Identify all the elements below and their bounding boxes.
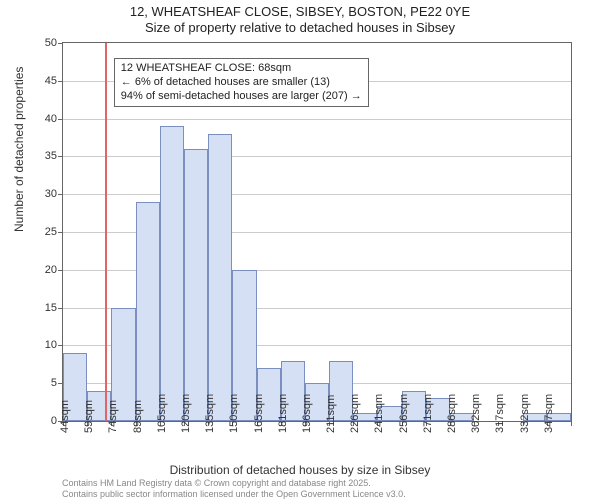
y-tick-label: 15: [45, 302, 57, 314]
y-tick-mark: [58, 345, 63, 346]
gridline-h: [63, 194, 571, 195]
y-tick-label: 50: [45, 37, 57, 49]
y-tick-mark: [58, 194, 63, 195]
y-tick-label: 0: [51, 415, 57, 427]
x-tick-label: 120sqm: [180, 394, 192, 433]
y-tick-mark: [58, 156, 63, 157]
footer-line-2: Contains public sector information licen…: [62, 489, 406, 499]
title-sub: Size of property relative to detached ho…: [0, 20, 600, 35]
gridline-h: [63, 119, 571, 120]
x-tick-label: 74sqm: [107, 400, 119, 433]
y-tick-label: 45: [45, 75, 57, 87]
y-tick-mark: [58, 270, 63, 271]
x-tick-label: 165sqm: [253, 394, 265, 433]
y-tick-label: 30: [45, 188, 57, 200]
histogram-bar: [136, 202, 160, 421]
x-tick-label: 271sqm: [422, 394, 434, 433]
x-tick-label: 317sqm: [494, 394, 506, 433]
histogram-bar: [208, 134, 232, 421]
histogram-bar: [184, 149, 208, 421]
y-tick-mark: [58, 43, 63, 44]
y-tick-label: 10: [45, 339, 57, 351]
x-tick-label: 286sqm: [446, 394, 458, 433]
x-tick-label: 44sqm: [59, 400, 71, 433]
x-tick-label: 256sqm: [398, 394, 410, 433]
x-tick-label: 59sqm: [83, 400, 95, 433]
y-tick-label: 40: [45, 113, 57, 125]
y-tick-label: 35: [45, 150, 57, 162]
annotation-box: 12 WHEATSHEAF CLOSE: 68sqm ← 6% of detac…: [114, 58, 369, 107]
footer-line-1: Contains HM Land Registry data © Crown c…: [62, 478, 371, 488]
x-tick-label: 241sqm: [373, 394, 385, 433]
x-tick-label: 211sqm: [325, 395, 337, 433]
y-tick-mark: [58, 81, 63, 82]
y-tick-label: 5: [51, 377, 57, 389]
gridline-h: [63, 156, 571, 157]
y-tick-mark: [58, 119, 63, 120]
marker-line: [105, 43, 107, 421]
x-tick-label: 347sqm: [543, 394, 555, 433]
histogram-plot: 0510152025303540455044sqm59sqm74sqm89sqm…: [62, 42, 572, 422]
annotation-line-1: 12 WHEATSHEAF CLOSE: 68sqm: [121, 62, 362, 76]
x-tick-label: 150sqm: [228, 394, 240, 433]
x-tick-mark: [571, 421, 572, 426]
x-tick-label: 89sqm: [132, 400, 144, 433]
x-tick-label: 105sqm: [156, 394, 168, 433]
x-tick-label: 135sqm: [204, 394, 216, 433]
title-main: 12, WHEATSHEAF CLOSE, SIBSEY, BOSTON, PE…: [0, 4, 600, 19]
x-tick-label: 226sqm: [349, 394, 361, 433]
annotation-line-3: 94% of semi-detached houses are larger (…: [121, 90, 362, 104]
y-tick-mark: [58, 232, 63, 233]
y-tick-label: 20: [45, 264, 57, 276]
y-axis-label: Number of detached properties: [12, 67, 26, 232]
y-tick-mark: [58, 308, 63, 309]
annotation-line-2: ← 6% of detached houses are smaller (13): [121, 76, 362, 90]
x-axis-label: Distribution of detached houses by size …: [0, 463, 600, 477]
x-tick-label: 181sqm: [277, 394, 289, 433]
x-tick-label: 302sqm: [470, 394, 482, 433]
x-tick-label: 196sqm: [301, 394, 313, 433]
x-tick-label: 332sqm: [519, 394, 531, 433]
y-tick-label: 25: [45, 226, 57, 238]
histogram-bar: [160, 126, 184, 421]
